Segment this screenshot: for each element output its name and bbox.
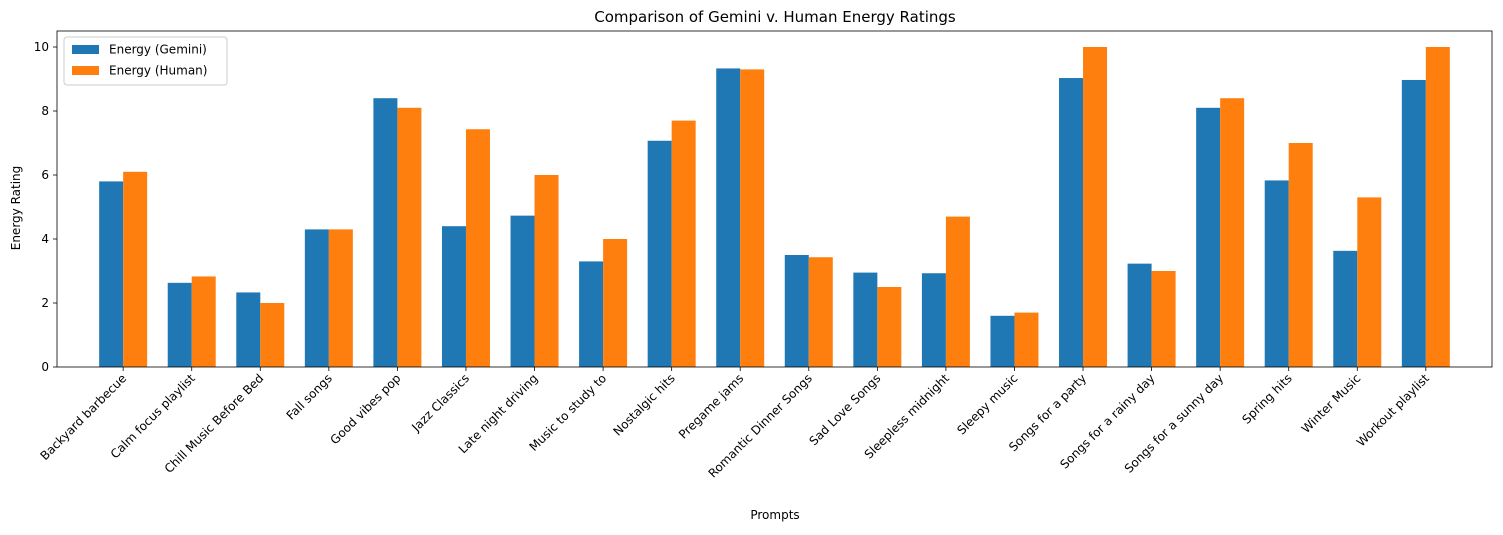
legend-swatch-gemini [72,45,99,54]
bar-gemini-19 [1401,79,1426,368]
legend-swatch-human [72,66,99,75]
bar-human-5 [465,129,490,367]
plot-frame [56,30,1493,368]
bar-human-7 [603,239,628,367]
bar-gemini-10 [784,255,809,367]
bar-human-6 [534,175,559,367]
bar-gemini-15 [1127,263,1152,367]
bar-human-2 [260,303,285,367]
y-tick-label-4: 4 [41,232,49,246]
bar-gemini-3 [304,229,329,367]
x-tick-label-13: Sleepy music [954,371,1020,437]
y-tick-label-2: 2 [41,296,49,310]
bar-human-17 [1288,143,1313,367]
x-tick-label-7: Music to study to [527,371,610,454]
bar-gemini-16 [1196,107,1221,368]
bar-gemini-5 [441,226,466,367]
bar-gemini-12 [921,273,946,367]
bar-gemini-9 [716,68,741,367]
legend-frame [63,36,228,86]
bar-gemini-6 [510,215,535,367]
bar-human-15 [1151,271,1176,367]
bar-human-16 [1220,98,1245,367]
legend-label-human: Energy (Human) [109,64,207,78]
bar-human-8 [671,120,696,367]
y-tick-label-8: 8 [41,104,49,118]
bar-gemini-0 [99,181,124,367]
x-axis-label: Prompts [750,508,799,522]
bar-gemini-8 [647,140,672,367]
bar-human-9 [740,69,765,368]
y-axis-label: Energy Rating [9,166,23,251]
bar-human-14 [1083,47,1108,367]
x-tick-label-3: Fall songs [284,371,335,422]
bar-gemini-7 [579,261,604,367]
bar-human-4 [397,107,422,368]
bar-human-19 [1425,47,1450,367]
y-tick-label-10: 10 [34,40,49,54]
chart-title: Comparison of Gemini v. Human Energy Rat… [594,8,956,26]
legend: Energy (Gemini) Energy (Human) [63,36,228,86]
bar-gemini-4 [373,98,398,367]
bar-human-0 [123,171,148,367]
bar-gemini-1 [167,282,192,367]
bar-human-11 [877,287,902,367]
bar-gemini-17 [1264,180,1289,367]
bar-human-13 [1014,312,1039,367]
x-tick-label-8: Nostalgic hits [610,371,677,438]
x-tick-label-18: Winter Music [1299,371,1364,436]
bar-human-3 [328,229,353,367]
legend-label-gemini: Energy (Gemini) [109,43,207,57]
x-tick-label-4: Good vibes pop [328,371,404,447]
bar-human-10 [808,257,833,367]
x-tick-label-17: Spring hits [1239,371,1294,426]
y-tick-label-6: 6 [41,168,49,182]
bar-human-1 [191,276,216,367]
bar-gemini-2 [236,292,261,367]
bar-gemini-11 [853,272,878,367]
x-tick-label-19: Workout playlist [1354,371,1432,449]
x-tick-label-5: Jazz Classics [408,371,472,435]
x-tick-label-11: Sad Love Songs [806,371,883,448]
x-tick-label-9: Pregame jams [676,371,746,441]
bar-gemini-13 [990,315,1015,367]
bar-gemini-14 [1059,78,1084,367]
bar-gemini-18 [1333,250,1358,367]
bar-human-18 [1357,197,1382,367]
y-tick-label-0: 0 [41,360,49,374]
bar-human-12 [945,216,970,367]
